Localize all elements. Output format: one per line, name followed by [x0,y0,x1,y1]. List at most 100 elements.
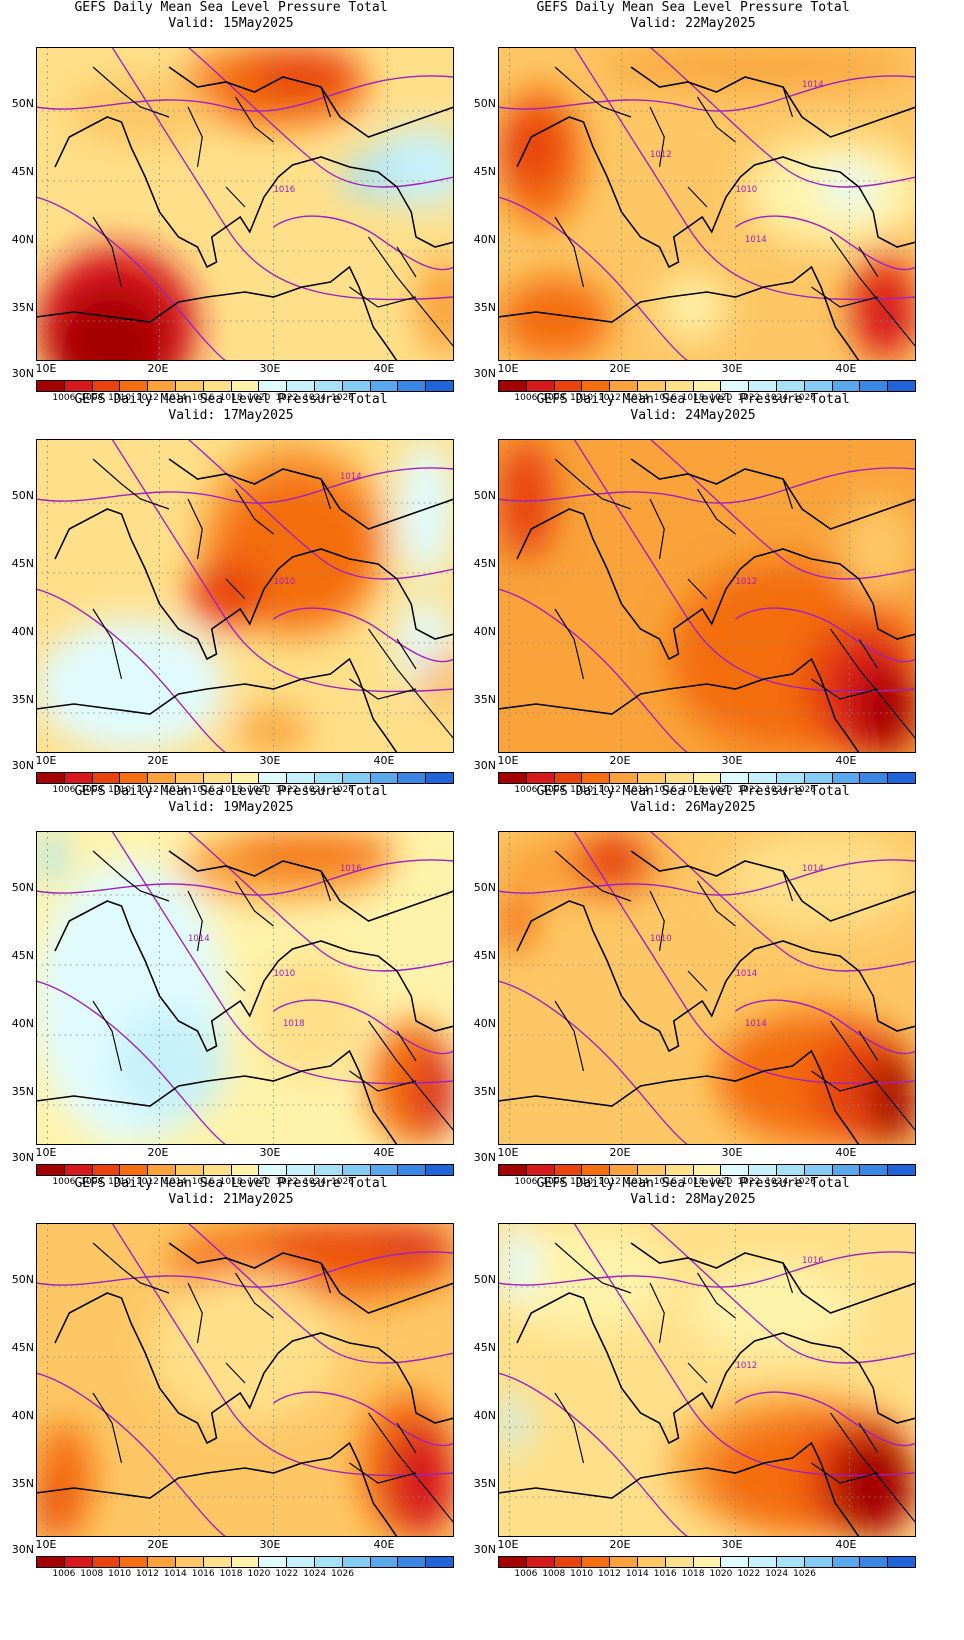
colorbar-tick-label: 1006 [514,393,538,403]
isobar-label: 1016 [340,864,362,874]
latitude-label: 35N [473,1477,496,1490]
colorbar-swatch [860,1557,889,1567]
colorbar-tick-label: 1026 [793,785,816,795]
colorbar-ticks: 1006 1008 1010 1012 1014 1016 1018 1020 1022 1024… [498,1569,916,1581]
isobar-line [187,439,454,580]
pressure-region [498,891,536,951]
colorbar-swatch [342,1165,371,1175]
map-area: 1014 1014 1010 1014 [498,831,916,1145]
country-borders [554,458,916,740]
colorbar-swatch [175,773,204,783]
colorbar-swatch [398,1165,427,1175]
latitude-label: 35N [473,1085,496,1098]
colorbar-tick-label: 1018 [681,1569,705,1579]
isobar-label: 1012 [736,1361,758,1371]
country-borders [92,458,454,740]
colorbar-swatch [526,773,555,783]
isobar-label: 1016 [802,1256,824,1266]
colorbar-swatch [665,381,694,391]
pressure-region [840,499,916,599]
pressure-region [235,709,312,753]
colorbar-swatch [64,1557,93,1567]
colorbar-swatch [175,381,204,391]
latitude-label: 35N [11,693,34,706]
pressure-region [64,77,217,147]
colorbar-tick-label: 1008 [542,785,566,795]
pressure-region [593,47,916,87]
pressure-map: 1012 [498,439,916,753]
colorbar-swatch [92,1557,121,1567]
colorbar-swatch [314,1165,343,1175]
colorbar-swatch [37,773,65,783]
latitude-label: 50N [11,97,34,110]
pressure-region [574,831,650,891]
colorbar-swatch [776,381,805,391]
panel-valid-date: Valid: 15May2025 [168,16,294,31]
colorbar-swatch [499,381,527,391]
latitude-label: 35N [11,1085,34,1098]
colorbar-tick-label: 1020 [709,1177,733,1187]
colorbar-swatch [860,381,889,391]
country-borders [92,66,454,348]
panel-valid-date: Valid: 19May2025 [168,800,294,815]
country-borders [92,1242,454,1524]
colorbar-tick-label: 1012 [136,1177,159,1187]
colorbar-swatch [64,773,93,783]
colorbar-tick-label: 1026 [793,1569,816,1579]
colorbar-tick-label: 1006 [52,1177,76,1187]
map-frame [36,1223,454,1537]
colorbar-tick-label: 1024 [303,393,327,403]
longitude-label: 30E [721,754,743,767]
colorbar-swatch [398,381,427,391]
panel-title-line: GEFS Daily Mean Sea Level Pressure Total [74,0,388,15]
colorbar-swatch [120,773,149,783]
colorbar-swatch [314,381,343,391]
map-frame [36,439,454,753]
isobar-line [649,439,916,580]
colorbar-tick-label: 1016 [191,1177,215,1187]
isobar-line [36,1251,454,1288]
colorbar-tick-label: 1010 [108,393,132,403]
latitude-label: 40N [11,1409,34,1422]
longitude-label: 10E [497,1538,519,1551]
longitude-label: 20E [147,1538,169,1551]
colorbar-swatch [637,381,666,391]
colorbar-tick-label: 1020 [709,785,733,795]
pressure-region [36,1483,65,1537]
colorbar [498,1556,916,1568]
colorbar-tick-label: 1024 [765,1569,789,1579]
colorbar-tick-label: 1010 [570,393,594,403]
colorbar [36,772,454,784]
colorbar-tick-label: 1016 [191,785,215,795]
colorbar-swatch [37,1557,65,1567]
colorbar-swatch [314,1557,343,1567]
colorbar-tick-label: 1020 [709,393,733,403]
isobar-label: 1010 [274,577,296,587]
isobar-line [36,467,454,504]
isobar-label: 1014 [736,969,758,979]
colorbar-swatch [832,773,861,783]
colorbar-tick-label: 1010 [570,1569,594,1579]
map-area: 1016 [36,47,454,361]
colorbar [498,772,916,784]
colorbar-swatch [231,1165,260,1175]
colorbar-swatch [610,1165,638,1175]
pressure-region [55,287,169,361]
colorbar [498,380,916,392]
coastline [36,265,398,361]
isobar-line [36,588,227,753]
latitude-label: 30N [11,759,34,772]
colorbar-swatch [64,1165,93,1175]
colorbar-swatch [314,773,343,783]
colorbar-tick-label: 1008 [542,393,566,403]
colorbar-swatch [370,773,399,783]
isobar-line [187,47,454,188]
colorbar-swatch [120,1557,149,1567]
colorbar-tick-label: 1010 [108,1177,132,1187]
colorbar-swatch [693,1165,722,1175]
pressure-region [830,1433,916,1537]
latitude-label: 30N [11,367,34,380]
colorbar-tick-label: 1010 [570,1177,594,1187]
latitude-label: 40N [11,625,34,638]
longitude-label: 40E [835,362,857,375]
